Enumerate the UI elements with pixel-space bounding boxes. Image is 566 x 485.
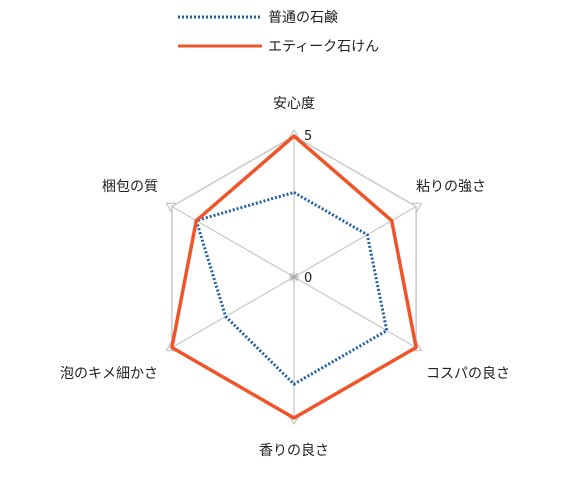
legend-label-series-1: 普通の石鹸	[268, 10, 338, 26]
center-marker-stroke-3	[290, 273, 298, 281]
axis-arrow-5	[165, 202, 177, 213]
axis-label-fragrance: 香りの良さ	[259, 443, 329, 459]
axis-spoke-4	[171, 276, 295, 349]
legend-label-series-2: エティーク石けん	[268, 39, 379, 55]
radar-axes	[165, 128, 423, 426]
axis-arrow-0	[288, 128, 300, 139]
axis-spoke-2	[293, 276, 417, 349]
axis-arrow-4	[165, 341, 177, 352]
axis-label-stickiness: 粘りの強さ	[416, 179, 486, 195]
axis-label-cost-performance: コスパの良さ	[426, 366, 510, 382]
axis-arrow-2	[411, 341, 423, 352]
axis-arrow-1	[411, 202, 423, 213]
axis-label-foam-fineness: 泡のキメ細かさ	[60, 366, 158, 382]
legend: 普通の石鹸 エティーク石けん	[178, 10, 379, 55]
series-1-polygon	[194, 190, 389, 386]
tick-label-min: 0	[304, 271, 312, 286]
axis-spoke-5	[171, 205, 295, 278]
axis-arrow-3	[288, 415, 300, 426]
center-marker	[289, 272, 299, 282]
tick-label-max: 5	[304, 129, 312, 144]
series-2-polygon	[170, 134, 418, 420]
axis-label-safety: 安心度	[273, 96, 315, 112]
axis-spoke-1	[293, 205, 417, 278]
radar-series	[170, 134, 418, 420]
axis-label-packaging: 梱包の質	[102, 179, 158, 195]
